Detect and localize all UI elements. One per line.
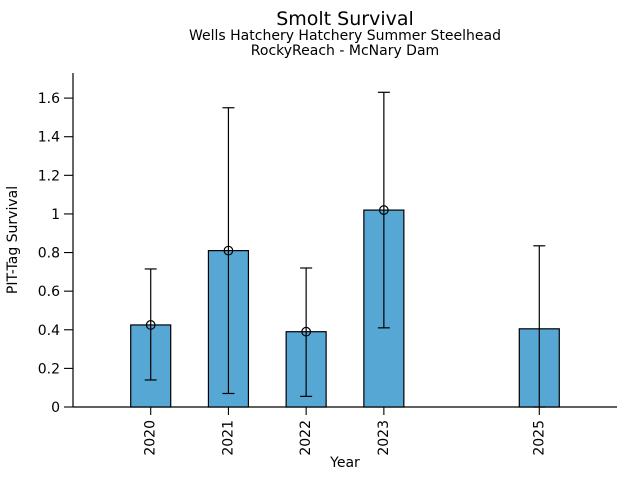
point-marker-2022 [301,326,312,337]
chart-title: Smolt Survival [276,8,414,30]
y-tick-label-1.2: 1.2 [38,168,60,184]
y-tick-label-1: 1 [51,207,60,223]
x-tick-label-2021: 2021 [220,420,236,456]
point-marker-2023 [378,205,389,215]
plot-area: 0 0.2 0.4 0.6 0.8 1 1.2 1.4 1.6 2020 2021 2022 2023 2… [38,73,617,456]
chart-subtitle-line1: Wells Hatchery Hatchery Summer Steelhead [189,28,501,44]
point-marker-2020 [145,320,156,330]
y-tick-label-0: 0 [51,400,60,416]
y-axis-label: PIT-Tag Survival [5,186,21,294]
x-tick-label-2020: 2020 [143,420,159,456]
y-tick-label-1.4: 1.4 [38,130,60,146]
y-tick-label-1.6: 1.6 [38,91,60,107]
y-tick-label-0.2: 0.2 [38,361,60,377]
point-marker-2021 [223,245,234,256]
x-tick-label-2023: 2023 [376,420,392,456]
x-axis-label: Year [329,455,360,471]
chart-subtitle-line2: RockyReach - McNary Dam [251,43,439,59]
x-tick-label-2022: 2022 [298,420,314,456]
y-tick-label-0.6: 0.6 [38,284,60,300]
y-tick-label-0.4: 0.4 [38,323,60,339]
y-tick-label-0.8: 0.8 [38,246,60,262]
x-tick-label-2025: 2025 [531,420,547,456]
